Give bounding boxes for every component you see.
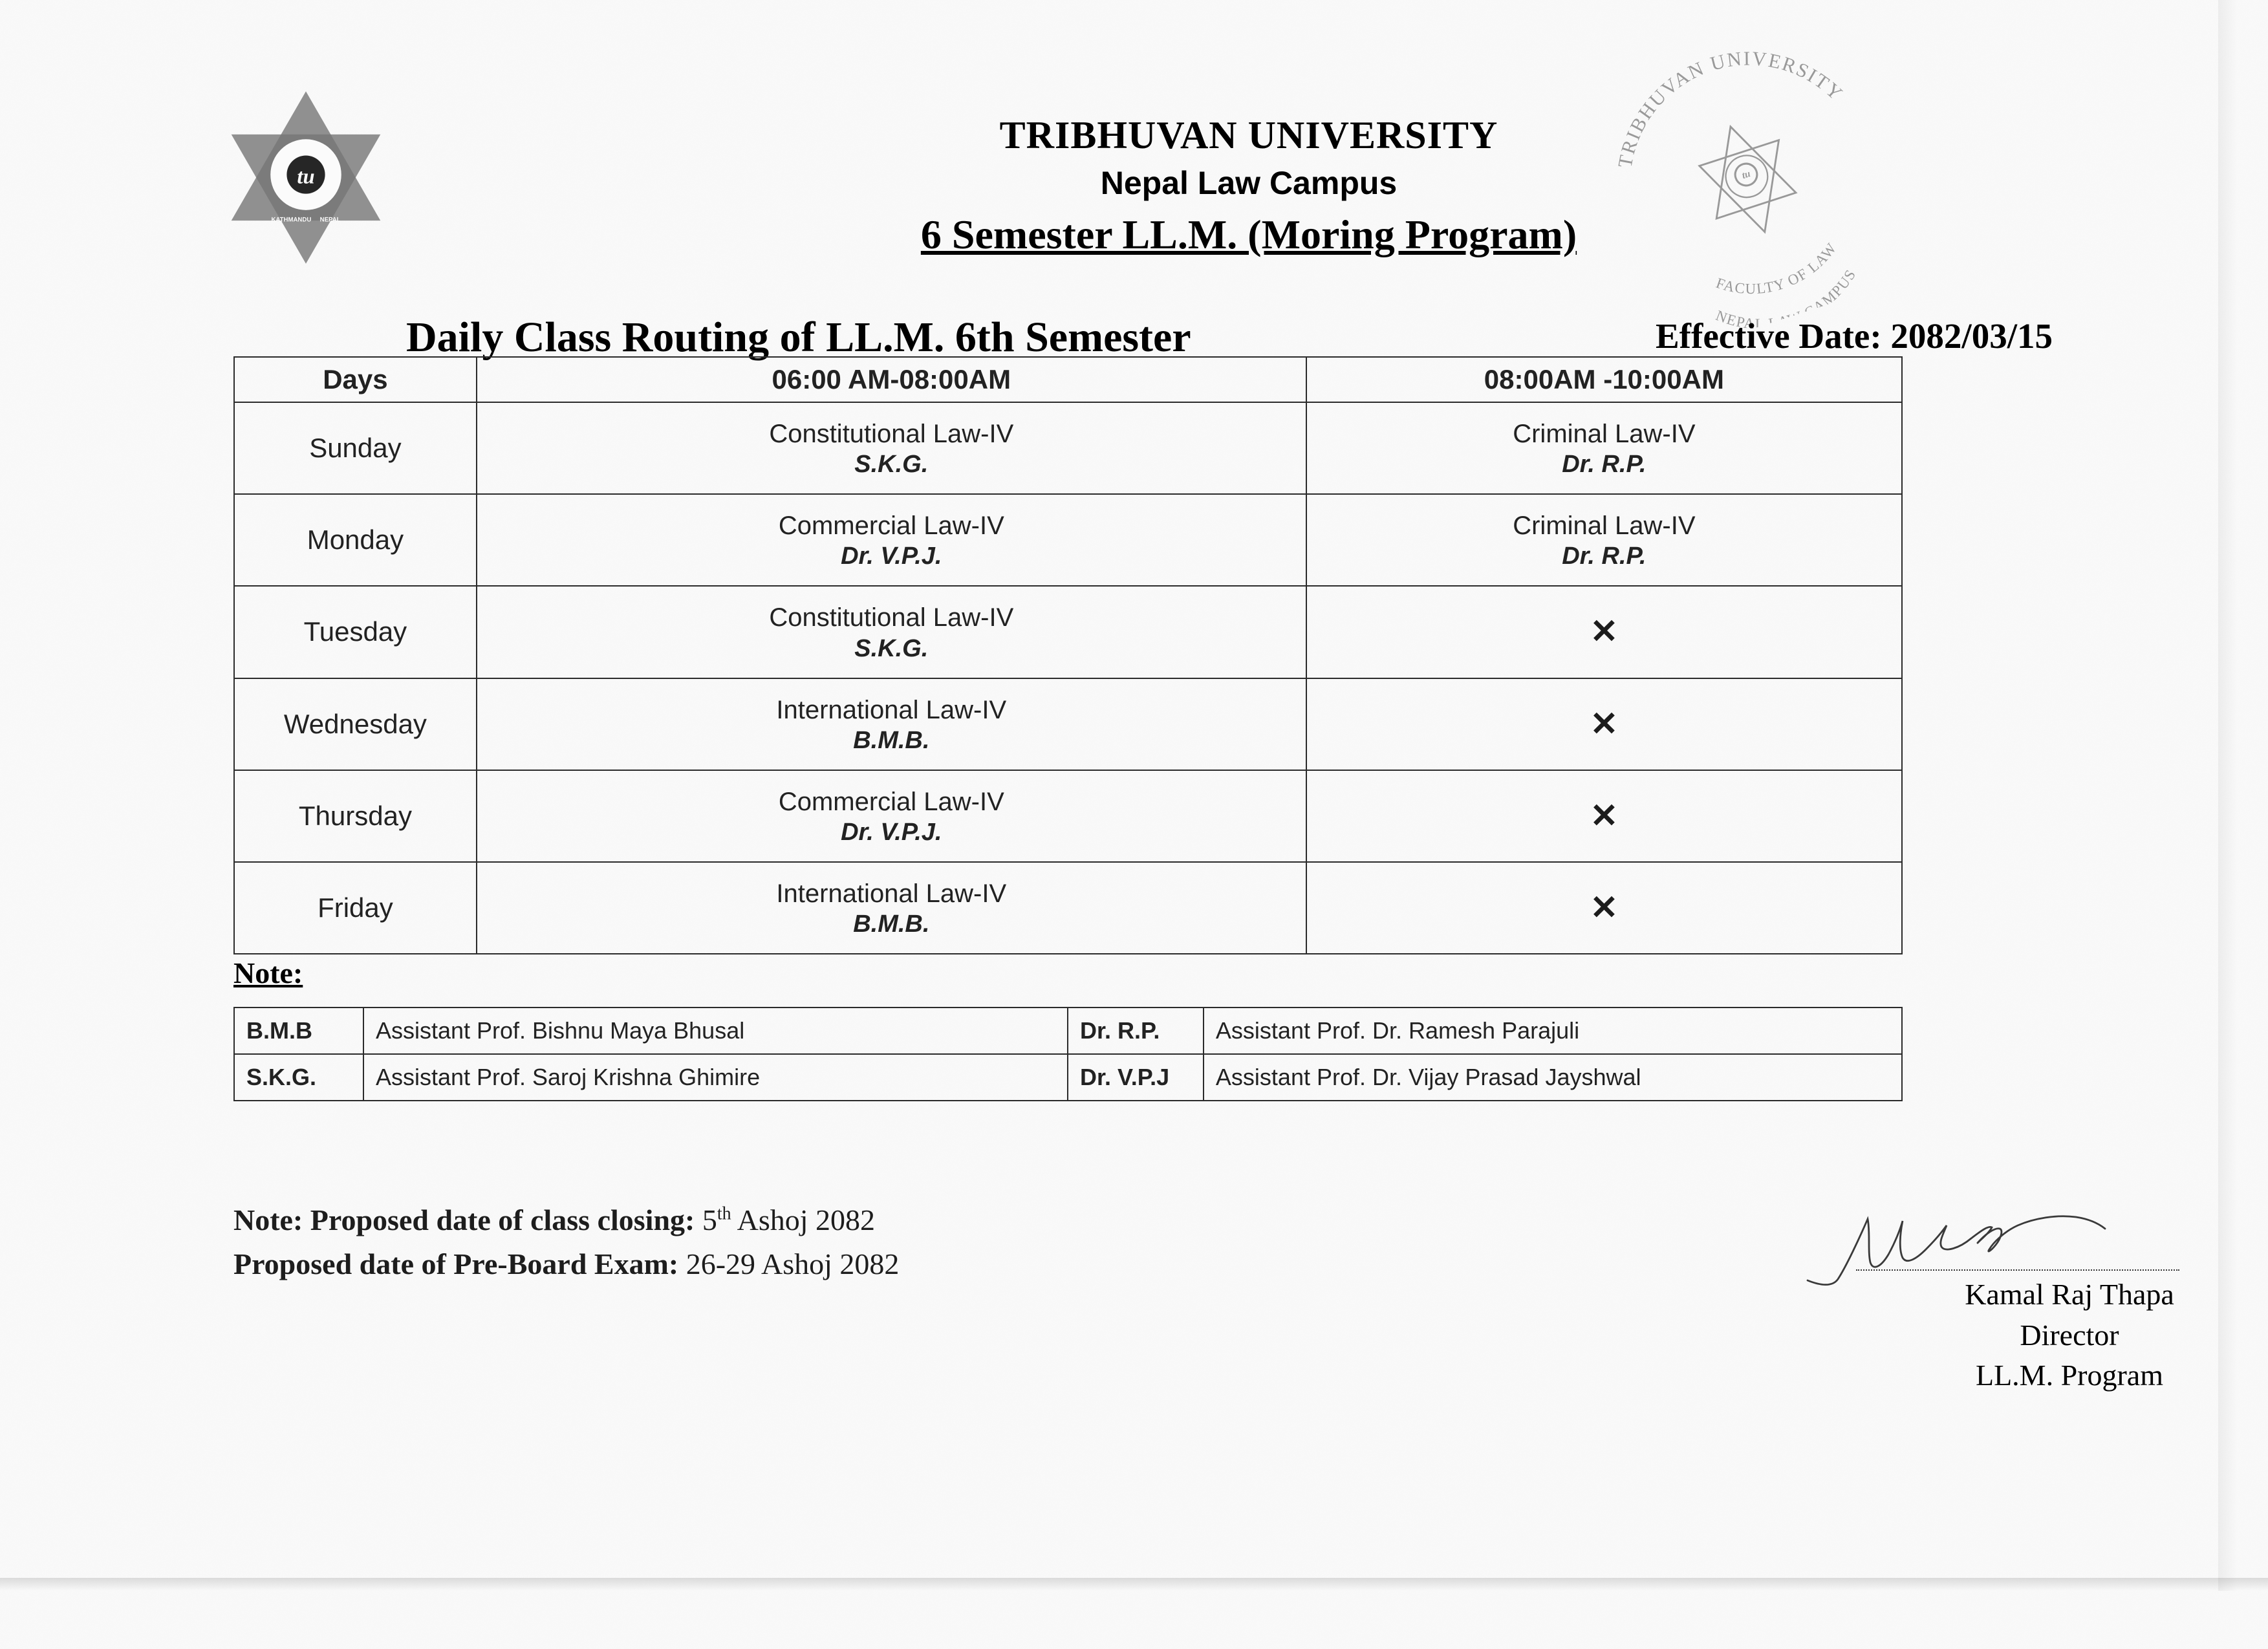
svg-text:tu: tu bbox=[1741, 169, 1753, 182]
svg-text:tu: tu bbox=[297, 164, 314, 188]
svg-text:KATHMANDU NEPAL: KATHMANDU NEPAL bbox=[271, 217, 340, 223]
svg-text:TRIBHUVAN UNIVERSITY: TRIBHUVAN UNIVERSITY bbox=[1591, 17, 1851, 175]
